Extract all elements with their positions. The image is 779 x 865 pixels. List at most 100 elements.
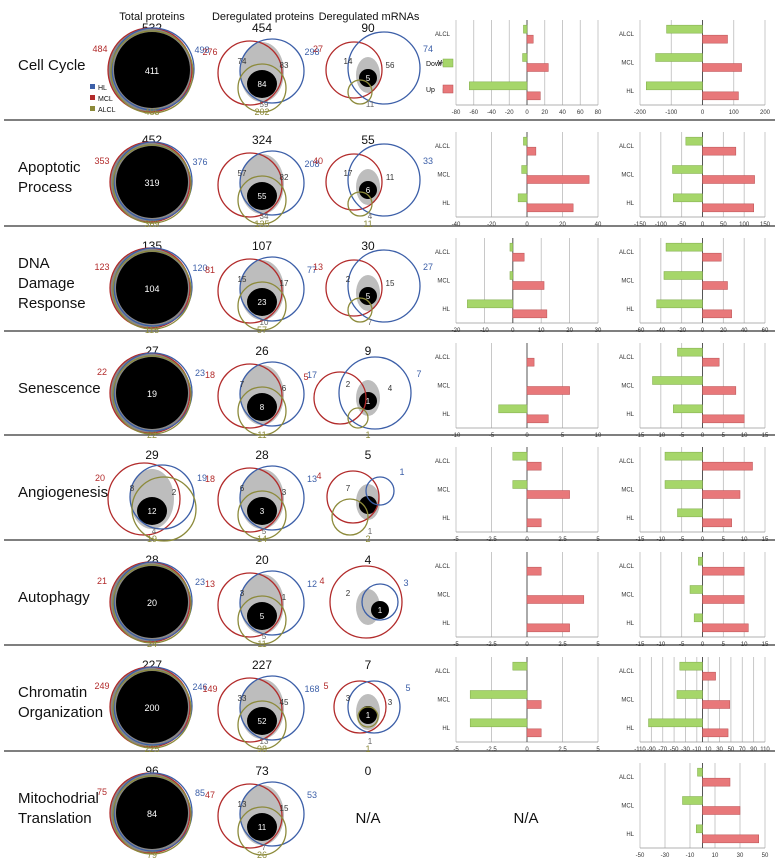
venn-count-inner: 1 xyxy=(282,593,287,602)
venn-count-inner: 1 xyxy=(368,527,373,536)
venn-alcl-circle xyxy=(112,669,192,749)
bar-up xyxy=(702,175,755,184)
venn-total: 0 xyxy=(365,764,372,778)
category-label: HL xyxy=(626,516,634,522)
venn-count-center: 1 xyxy=(366,711,371,720)
category-label: HL xyxy=(626,201,634,207)
venn-mcl-circle xyxy=(217,572,283,638)
venn-hl-circle xyxy=(347,249,421,323)
bar-down xyxy=(469,718,528,728)
x-tick-label: -5 xyxy=(679,433,685,439)
venn-count-inner: 74 xyxy=(238,57,247,66)
bar-up xyxy=(512,281,545,290)
bar-up xyxy=(526,566,542,576)
x-tick-label: -40 xyxy=(487,110,496,116)
venn-diagram: 26 18 17 11 7 6 8 xyxy=(205,344,317,440)
bar-down xyxy=(693,613,703,623)
bar-down xyxy=(517,193,528,203)
bar-down xyxy=(672,165,703,174)
category-label: HL xyxy=(626,832,634,838)
venn-count-inner: 2 xyxy=(346,275,351,284)
x-tick-label: 0 xyxy=(701,433,705,439)
x-tick-label: -100 xyxy=(665,110,678,116)
venn-hl-circle xyxy=(347,143,421,217)
bar-down xyxy=(646,81,703,91)
venn-mcl-circle xyxy=(217,677,283,743)
venn-diagram: 454 276 298 202 74 83 59 84 xyxy=(202,21,319,117)
bar-chart: -15 -10 -5 0 5 10 15 ALCL MCL HL xyxy=(619,343,769,439)
venn-count-alcl: 98 xyxy=(257,744,267,754)
venn-count-center: 6 xyxy=(366,186,371,195)
venn-total: 5 xyxy=(365,448,372,462)
category-label: ALCL xyxy=(619,250,635,256)
venn-mcl-circle xyxy=(325,259,383,317)
venn-count-hl: 74 xyxy=(423,44,433,54)
venn-mcl-circle xyxy=(217,40,283,106)
venn-count-mcl: 22 xyxy=(97,367,107,377)
venn-count-hl: 77 xyxy=(307,265,317,275)
venn-count-hl: 1 xyxy=(399,467,404,477)
category-label: HL xyxy=(442,412,450,418)
column-header: Deregulated mRNAs xyxy=(319,11,420,23)
bar-down xyxy=(523,24,528,34)
venn-alcl-circle xyxy=(110,30,194,114)
venn-count-alcl: 485 xyxy=(144,107,159,117)
column-headers: Total proteins Deregulated proteins Deregu… xyxy=(119,11,420,23)
venn-hl-circle xyxy=(239,256,305,322)
bar-chart: -10 -5 0 5 10 ALCL MCL HL xyxy=(435,343,602,439)
venn-count-center: 1 xyxy=(378,606,383,615)
venn-count-inner: 11 xyxy=(386,173,395,182)
bar-down xyxy=(509,271,514,280)
venn-total: 20 xyxy=(255,553,269,567)
venn-total: 26 xyxy=(255,344,269,358)
venn-diagram: 75 513 311 xyxy=(323,658,410,754)
venn-total: 30 xyxy=(361,239,375,253)
venn-mcl-circle xyxy=(326,470,380,524)
venn-hl-circle xyxy=(239,361,305,427)
venn-alcl-circle xyxy=(237,175,287,225)
venn-alcl-circle xyxy=(131,476,197,542)
venn-count-center: 19 xyxy=(147,389,157,399)
x-tick-label: -80 xyxy=(452,110,461,116)
category-label: MCL xyxy=(621,488,634,494)
category-label: MCL xyxy=(437,384,450,390)
venn-count-inner: 82 xyxy=(280,173,289,182)
bar-down xyxy=(677,347,703,357)
venn-count-inner: 34 xyxy=(260,212,269,221)
category-label: ALCL xyxy=(435,564,451,570)
venn-core-region xyxy=(359,496,377,514)
venn-count-mcl: 18 xyxy=(205,474,215,484)
x-tick-label: 10 xyxy=(741,642,748,648)
venn-core-region xyxy=(247,393,277,421)
bar-up xyxy=(702,623,749,633)
venn-count-mcl: 5 xyxy=(323,681,328,691)
category-label: HL xyxy=(626,412,634,418)
bar-chart: -60 -40 -20 0 20 40 60 ALCL MCL HL xyxy=(619,238,769,334)
venn-core-region xyxy=(359,69,377,87)
venn-diagram: 9 5 7 1 2 4 1 xyxy=(303,344,421,440)
bar-up xyxy=(526,386,570,395)
venn-core-region xyxy=(247,602,277,630)
venn-alcl-circle xyxy=(237,281,287,331)
venn-mcl-circle xyxy=(217,152,283,218)
x-tick-label: -5 xyxy=(453,642,459,648)
bar-down xyxy=(655,53,703,62)
row-label: Angiogenesis xyxy=(18,484,108,501)
x-tick-label: 0 xyxy=(525,110,529,116)
venn-core-region xyxy=(359,706,377,724)
venn-count-center: 23 xyxy=(258,298,267,307)
venn-count-mcl: 75 xyxy=(97,787,107,797)
venn-count-inner: 6 xyxy=(282,384,287,393)
venn-count-center: 12 xyxy=(148,507,157,516)
x-tick-label: -40 xyxy=(452,222,461,228)
venn-count-mcl: 81 xyxy=(205,265,215,275)
x-tick-label: 40 xyxy=(595,222,602,228)
legend-swatch xyxy=(442,84,454,94)
x-tick-label: 2.5 xyxy=(558,537,567,543)
venn-diagram: 29 20 19 19 8 2 4 12 xyxy=(95,448,207,544)
venn-count-hl: 7 xyxy=(416,369,421,379)
x-tick-label: 90 xyxy=(750,747,757,753)
